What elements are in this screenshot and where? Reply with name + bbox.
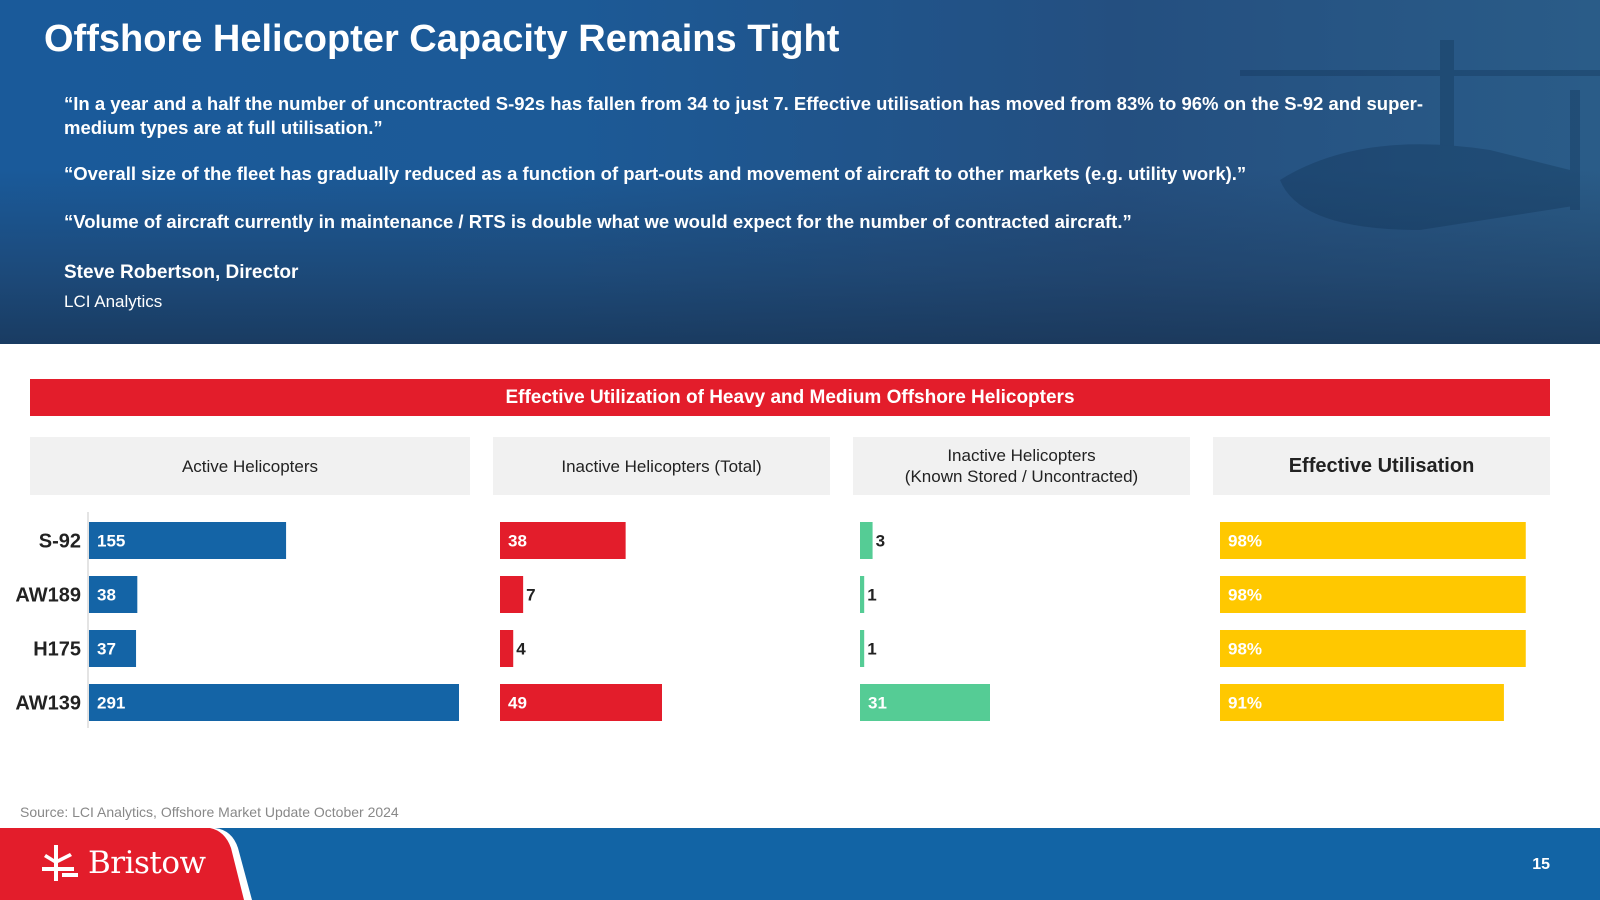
bar xyxy=(500,576,524,613)
category-label: H175 xyxy=(33,639,81,661)
footer-bar xyxy=(0,828,1600,900)
data-label: 98% xyxy=(1228,640,1262,659)
helicopter-silhouette-icon xyxy=(1240,40,1600,230)
hero-banner: Offshore Helicopter Capacity Remains Tig… xyxy=(0,0,1600,344)
data-label: 1 xyxy=(867,640,876,659)
bar xyxy=(1220,576,1526,613)
bristow-logo-icon xyxy=(42,845,78,881)
data-label: 91% xyxy=(1228,694,1262,713)
slide-title: Offshore Helicopter Capacity Remains Tig… xyxy=(44,18,840,60)
bar xyxy=(1220,684,1504,721)
bar xyxy=(500,684,662,721)
bar xyxy=(89,522,287,559)
bar xyxy=(860,576,865,613)
quote-organization: LCI Analytics xyxy=(64,292,163,311)
data-label: 155 xyxy=(97,532,125,551)
footer-accent-shape xyxy=(0,828,252,900)
data-label: 98% xyxy=(1228,532,1262,551)
bar xyxy=(89,684,459,721)
category-label: S-92 xyxy=(39,531,81,553)
data-label: 291 xyxy=(97,694,125,713)
category-label: AW139 xyxy=(15,693,81,715)
header-inactive-stored: Inactive Helicopters (Known Stored / Unc… xyxy=(853,437,1190,495)
logo-wordmark: Bristow xyxy=(88,845,206,881)
data-label: 38 xyxy=(97,586,116,605)
header-inactive-total: Inactive Helicopters (Total) xyxy=(493,437,830,495)
header-effective-utilisation: Effective Utilisation xyxy=(1213,437,1550,495)
bar xyxy=(500,630,514,667)
bar xyxy=(860,684,990,721)
data-label: 38 xyxy=(508,532,527,551)
chart-title: Effective Utilization of Heavy and Mediu… xyxy=(30,379,1550,416)
data-label: 98% xyxy=(1228,586,1262,605)
bar xyxy=(860,522,873,559)
category-label: AW189 xyxy=(15,585,81,607)
quote-3: “Volume of aircraft currently in mainten… xyxy=(64,211,1132,232)
bar xyxy=(860,630,865,667)
quote-author: Steve Robertson, Director xyxy=(64,262,299,283)
data-label: 31 xyxy=(868,694,887,713)
data-label: 37 xyxy=(97,640,116,659)
quote-1: “In a year and a half the number of unco… xyxy=(64,93,1424,138)
bar xyxy=(500,522,626,559)
bar xyxy=(89,630,137,667)
page-number: 15 xyxy=(1532,856,1550,873)
bar xyxy=(1220,522,1526,559)
bristow-logo: Bristow xyxy=(40,843,206,883)
data-label: 1 xyxy=(867,586,876,605)
background-haze xyxy=(0,170,1600,344)
bar xyxy=(1220,630,1526,667)
header-active-helicopters: Active Helicopters xyxy=(30,437,470,495)
data-label: 4 xyxy=(516,640,526,659)
source-note: Source: LCI Analytics, Offshore Market U… xyxy=(20,804,399,820)
data-label: 7 xyxy=(526,586,535,605)
quote-2: “Overall size of the fleet has gradually… xyxy=(64,163,1247,184)
bar xyxy=(89,576,138,613)
data-label: 3 xyxy=(876,532,885,551)
data-label: 49 xyxy=(508,694,527,713)
